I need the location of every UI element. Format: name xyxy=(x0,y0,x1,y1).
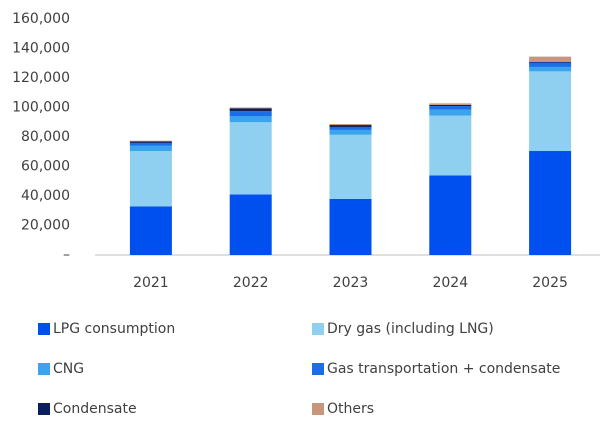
bar-segment xyxy=(229,111,272,117)
bar-segment xyxy=(329,125,372,127)
bar-segment xyxy=(229,116,272,123)
bar-segment xyxy=(429,109,472,116)
legend-label: CNG xyxy=(53,361,84,377)
bar-segment xyxy=(329,134,372,199)
bar-segment xyxy=(529,56,572,62)
legend-label: Others xyxy=(327,401,374,417)
y-tick-label: 60,000 xyxy=(21,159,70,175)
bar-segment xyxy=(229,194,272,255)
y-tick-label: 40,000 xyxy=(21,188,70,204)
bar-segment xyxy=(429,104,472,107)
bar-segment xyxy=(329,129,372,135)
bar-segment xyxy=(429,106,472,110)
legend-label: LPG consumption xyxy=(53,321,175,337)
legend-swatch xyxy=(38,403,50,415)
bar-segment xyxy=(229,122,272,195)
bar-segment xyxy=(429,175,472,255)
bar-segment xyxy=(129,145,172,152)
x-tick-label: 2024 xyxy=(432,275,468,291)
bar-segment xyxy=(229,108,272,112)
legend-swatch xyxy=(312,323,324,335)
bar-segment xyxy=(129,141,172,143)
y-tick-label: 20,000 xyxy=(21,218,70,234)
x-tick-label: 2025 xyxy=(532,275,568,291)
y-tick-label: 160,000 xyxy=(12,11,70,27)
y-tick-label: 80,000 xyxy=(21,129,70,145)
bar-segment xyxy=(429,115,472,176)
bar-segment xyxy=(529,61,572,63)
bar-segment xyxy=(329,198,372,255)
bar-segment xyxy=(529,66,572,72)
y-tick-label: 140,000 xyxy=(12,41,70,57)
bar-segment xyxy=(229,107,272,109)
bar-segment xyxy=(529,62,572,67)
legend-label: Dry gas (including LNG) xyxy=(327,321,494,337)
y-tick-label: 120,000 xyxy=(12,70,70,86)
bar-segment xyxy=(329,126,372,130)
bar-segment xyxy=(429,103,472,105)
legend-swatch xyxy=(312,363,324,375)
legend-swatch xyxy=(312,403,324,415)
x-tick-label: 2023 xyxy=(333,275,369,291)
bar-segment xyxy=(529,71,572,152)
bar-segment xyxy=(329,124,372,126)
x-tick-label: 2021 xyxy=(133,275,169,291)
legend-swatch xyxy=(38,323,50,335)
bar-segment xyxy=(129,142,172,146)
bar-segment xyxy=(129,151,172,207)
legend-swatch xyxy=(38,363,50,375)
y-tick-label: – xyxy=(63,247,70,263)
legend-label: Gas transportation + condensate xyxy=(327,361,560,377)
legend-label: Condensate xyxy=(53,401,137,417)
x-tick-label: 2022 xyxy=(233,275,269,291)
bar-segment xyxy=(129,206,172,255)
y-tick-label: 100,000 xyxy=(12,100,70,116)
bar-segment xyxy=(129,140,172,142)
bar-segment xyxy=(529,151,572,255)
